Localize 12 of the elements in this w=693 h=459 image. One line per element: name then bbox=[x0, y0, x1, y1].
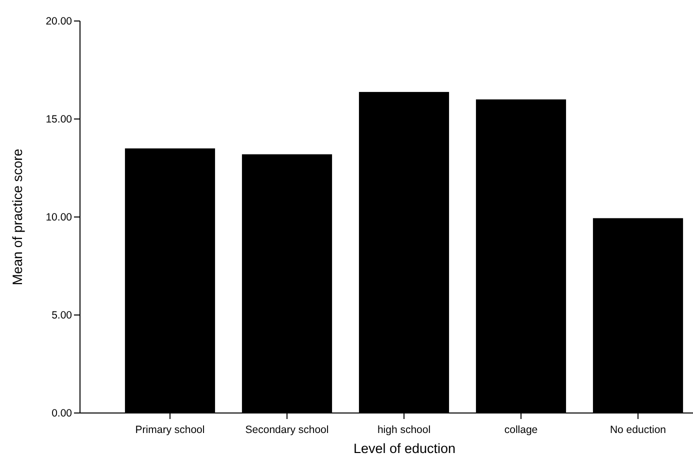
y-axis-title: Mean of practice score bbox=[10, 148, 25, 286]
y-tick-label: 5.00 bbox=[52, 310, 72, 322]
x-tick-label: No eduction bbox=[610, 424, 666, 436]
x-tick-label: Secondary school bbox=[245, 424, 329, 436]
y-tick-label: 10.00 bbox=[46, 212, 72, 224]
y-tick-label: 0.00 bbox=[52, 408, 72, 420]
x-tick-label: collage bbox=[504, 424, 538, 436]
y-tick-label: 15.00 bbox=[46, 114, 72, 126]
y-tick-label: 20.00 bbox=[46, 16, 72, 28]
x-axis-title: Level of eduction bbox=[353, 441, 456, 456]
x-tick-label: Primary school bbox=[135, 424, 205, 436]
x-tick-label: high school bbox=[377, 424, 431, 436]
